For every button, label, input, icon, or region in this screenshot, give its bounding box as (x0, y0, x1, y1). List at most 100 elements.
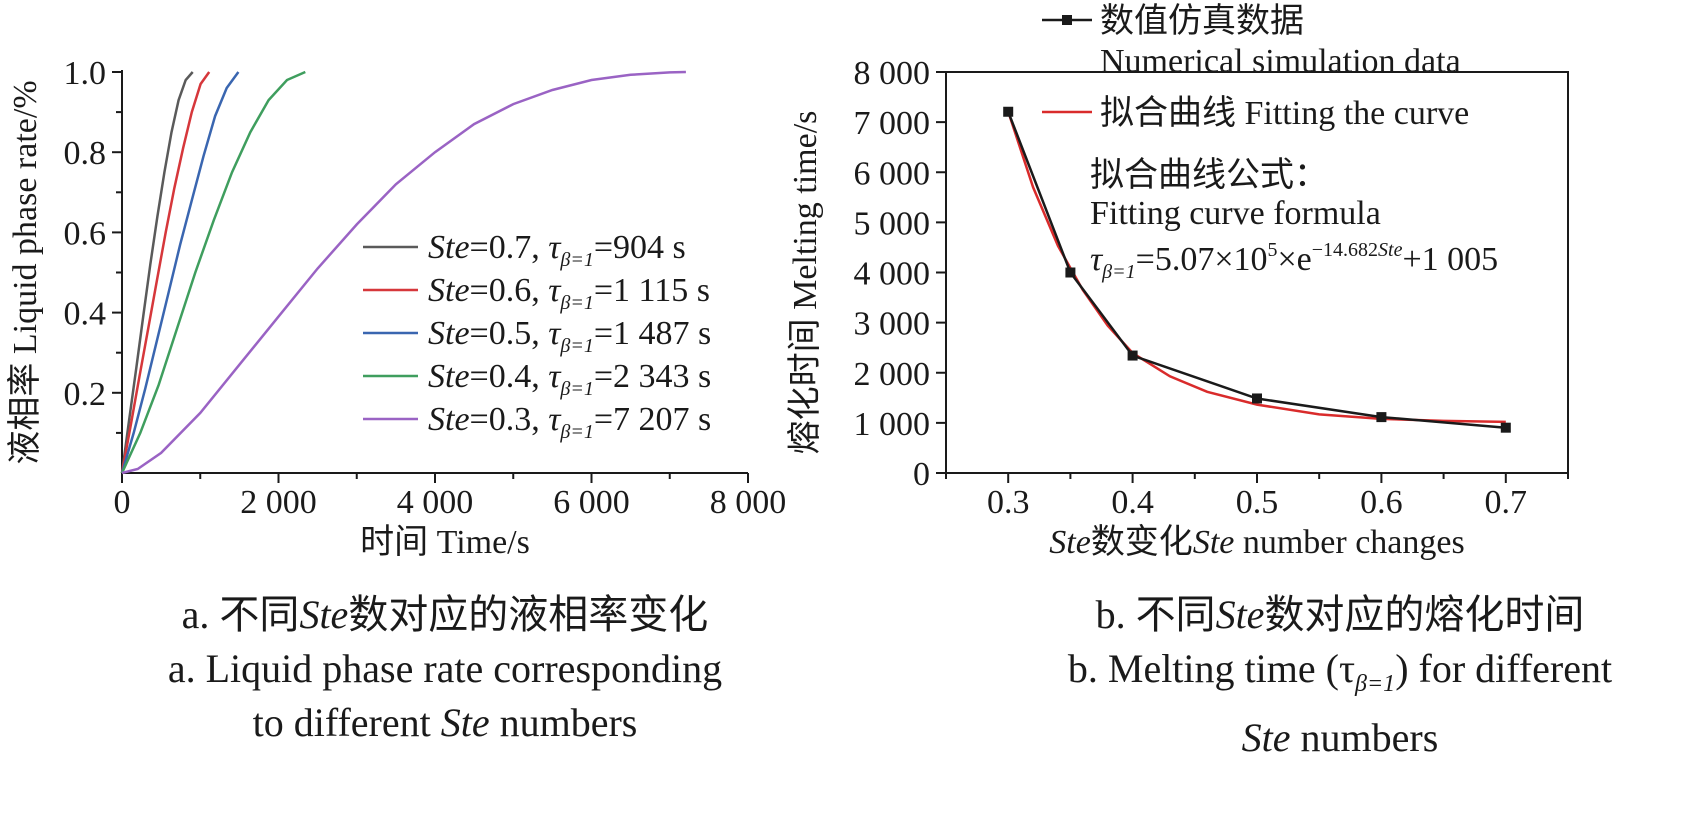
legend-tau: τ (548, 229, 562, 266)
y-tick-label: 0.4 (64, 296, 107, 333)
x-tick-label: 0.5 (1236, 484, 1279, 521)
legend-label: Ste=0.3, τβ=1=7 207 s (428, 401, 711, 443)
y-tick-label: 8 000 (854, 55, 931, 92)
sim-point (1252, 393, 1262, 404)
x-label-end: number changes (1234, 524, 1464, 561)
y-tick-label: 4 000 (854, 256, 931, 293)
y-tick-label: 1 000 (854, 406, 931, 443)
legend-tau: τ (548, 401, 562, 438)
series-line (121, 70, 686, 475)
legend-value: =0.7, (470, 229, 549, 266)
sim-point (1127, 350, 1138, 361)
y-tick-label: 5 000 (854, 205, 931, 242)
legend-label: Ste=0.7, τβ=1=904 s (428, 229, 686, 271)
y-tick-label: 1.0 (64, 55, 107, 92)
series-line (120, 71, 240, 474)
caption-a-line3: to different Ste numbers (252, 700, 638, 745)
legend-tau: τ (548, 358, 562, 395)
series-line (120, 70, 306, 474)
legend-sim-cn: 数值仿真数据 (1100, 2, 1304, 40)
x-axis-label: 时间 Time/s (360, 524, 530, 561)
x-label-ste: Ste (1193, 524, 1235, 561)
y-tick-label: 0 (913, 456, 930, 493)
x-tick-label: 0 (114, 484, 131, 521)
sim-line (1007, 111, 1506, 429)
legend-sim-en: Numerical simulation data (1100, 43, 1461, 80)
y-tick-label: 0.8 (64, 135, 107, 172)
x-axis-label: Ste数变化Ste number changes (1049, 523, 1464, 561)
legend-ste: Ste (428, 401, 470, 438)
legend-sub: β=1 (559, 292, 593, 314)
caption-b-line3: Ste numbers (1241, 715, 1439, 760)
chart-b: 0.3 0.4 0.5 0.6 0.7 0 1 000 2 000 3 000 4 000 5 00… (786, 2, 1569, 561)
x-tick-label: 0.3 (987, 484, 1030, 521)
formula-part: =5.07×10 (1136, 241, 1268, 278)
x-tick-label: 0.6 (1360, 484, 1403, 521)
legend-time: =2 343 s (594, 358, 711, 395)
sim-point (1065, 267, 1076, 278)
legend-ste: Ste (428, 229, 470, 266)
caption-b-line2: b. Melting time (τβ=1) for different (1067, 646, 1613, 697)
legend-time: =904 s (594, 229, 686, 266)
legend-value: =0.6, (470, 272, 549, 309)
formula-title-cn: 拟合曲线公式： (1090, 156, 1328, 194)
legend-ste: Ste (428, 272, 470, 309)
formula-sub: β=1 (1101, 261, 1135, 283)
y-axis-label: 液相率 Liquid phase rate/% (6, 80, 44, 464)
legend-label: Ste=0.4, τβ=1=2 343 s (428, 358, 711, 400)
formula-tau: τ (1090, 241, 1104, 278)
y-axis-label: 熔化时间 Melting time/s (786, 111, 824, 455)
sim-point (1500, 422, 1511, 433)
y-tick-label: 3 000 (854, 306, 931, 343)
legend-sub: β=1 (559, 378, 593, 400)
caption-b: b. 不同Ste数对应的熔化时间 b. Melting time (τβ=1) … (1000, 588, 1680, 765)
legend-tau: τ (548, 315, 562, 352)
legend-sub: β=1 (559, 421, 593, 443)
caption-a: a. 不同Ste数对应的液相率变化 a. Liquid phase rate c… (95, 588, 795, 750)
formula-exp-ste: Ste (1378, 239, 1403, 261)
y-tick-label: 0.2 (64, 376, 107, 413)
caption-b-line1: b. 不同Ste数对应的熔化时间 (1095, 592, 1585, 637)
y-tick-label: 6 000 (854, 155, 931, 192)
y-tick-label: 0.6 (64, 215, 107, 252)
caption-a-line2: a. Liquid phase rate corresponding (167, 646, 723, 691)
legend-time: =7 207 s (594, 401, 711, 438)
series-line (120, 71, 211, 474)
legend-label: Ste=0.6, τβ=1=1 115 s (428, 272, 710, 314)
x-tick-label: 2 000 (240, 484, 317, 521)
legend-sub: β=1 (559, 249, 593, 271)
legend-value: =0.5, (470, 315, 549, 352)
sim-point (1376, 412, 1387, 423)
y-tick-label: 2 000 (854, 356, 931, 393)
formula-title-en: Fitting curve formula (1090, 195, 1381, 232)
caption-a-line1: a. 不同Ste数对应的液相率变化 (181, 592, 709, 637)
legend-sub: β=1 (559, 335, 593, 357)
legend-time: =1 487 s (594, 315, 711, 352)
formula-part: ×e (1278, 241, 1312, 278)
x-label-mid: 数变化 (1091, 523, 1193, 561)
x-tick-label: 0.7 (1485, 484, 1528, 521)
chart-a: 0 2 000 4 000 6 000 8 000 0.2 0.4 0.6 0.8 1.0 时间 T… (6, 55, 786, 561)
sim-point (1003, 106, 1014, 117)
formula-annotation: 拟合曲线公式：Fitting curve formula τβ=1=5.07×10… (1090, 156, 1498, 283)
legend-sim-marker (1062, 15, 1072, 25)
y-tick-label: 7 000 (854, 105, 931, 142)
x-tick-label: 4 000 (397, 484, 474, 521)
formula-exp: 5 (1268, 239, 1278, 261)
formula-exp: −14.682 (1312, 239, 1378, 261)
legend-fit: 拟合曲线 Fitting the curve (1100, 94, 1469, 132)
series-line (120, 71, 194, 474)
x-label-ste: Ste (1049, 524, 1091, 561)
legend-value: =0.4, (470, 358, 549, 395)
legend-tau: τ (548, 272, 562, 309)
legend-ste: Ste (428, 315, 470, 352)
x-tick-label: 6 000 (553, 484, 630, 521)
x-tick-label: 0.4 (1111, 484, 1154, 521)
formula-part: +1 005 (1402, 241, 1498, 278)
x-tick-label: 8 000 (710, 484, 787, 521)
legend-time: =1 115 s (594, 272, 710, 309)
legend-ste: Ste (428, 358, 470, 395)
